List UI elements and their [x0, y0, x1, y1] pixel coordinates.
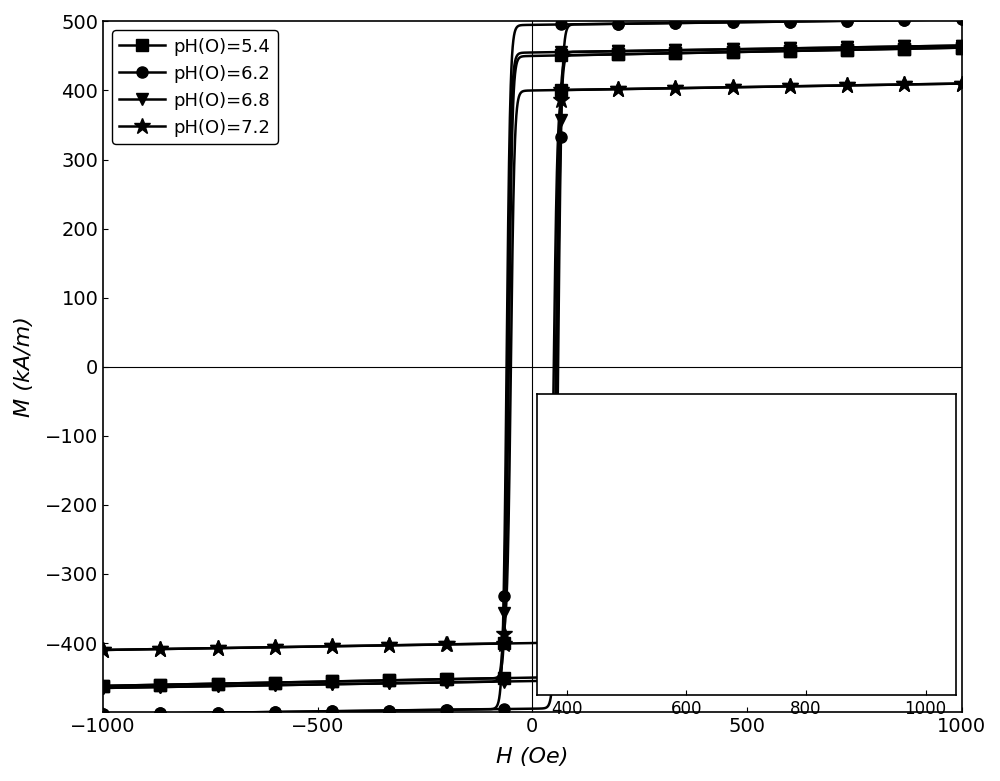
Legend: pH(O)=5.4, pH(O)=6.2, pH(O)=6.8, pH(O)=7.2: pH(O)=5.4, pH(O)=6.2, pH(O)=6.8, pH(O)=7…	[112, 30, 278, 144]
X-axis label: H (Oe): H (Oe)	[496, 747, 569, 767]
Y-axis label: M (kA/m): M (kA/m)	[14, 316, 34, 417]
